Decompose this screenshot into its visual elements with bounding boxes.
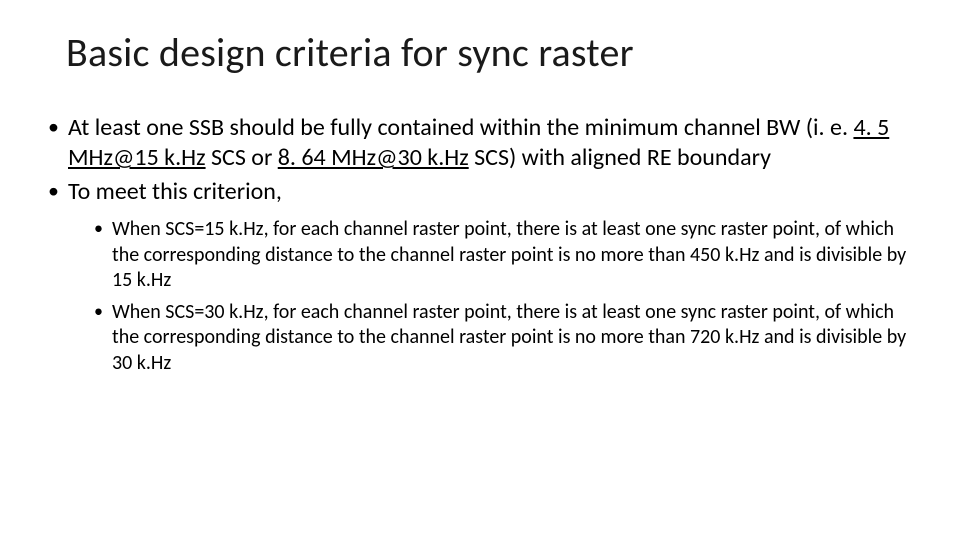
bullet-item-1: At least one SSB should be fully contain… — [48, 113, 912, 173]
bullet-list-level2: When SCS=15 k.Hz, for each channel raste… — [94, 217, 912, 377]
bullet1-post: SCS) with aligned RE boundary — [469, 143, 771, 172]
bullet1-pre: At least one SSB should be fully contain… — [68, 113, 853, 142]
sub-bullet-1: When SCS=15 k.Hz, for each channel raste… — [94, 217, 912, 294]
bullet1-mid1: SCS or — [206, 143, 278, 172]
bullet2-text: To meet this criterion, — [68, 177, 282, 206]
bullet-item-2: To meet this criterion, When SCS=15 k.Hz… — [48, 177, 912, 377]
bullet-list-level1: At least one SSB should be fully contain… — [48, 113, 912, 377]
sub-bullet-2: When SCS=30 k.Hz, for each channel raste… — [94, 300, 912, 377]
slide-title: Basic design criteria for sync raster — [66, 28, 912, 77]
slide: Basic design criteria for sync raster At… — [0, 0, 960, 540]
bullet1-underline-2: 8. 64 MHz@30 k.Hz — [278, 143, 469, 172]
